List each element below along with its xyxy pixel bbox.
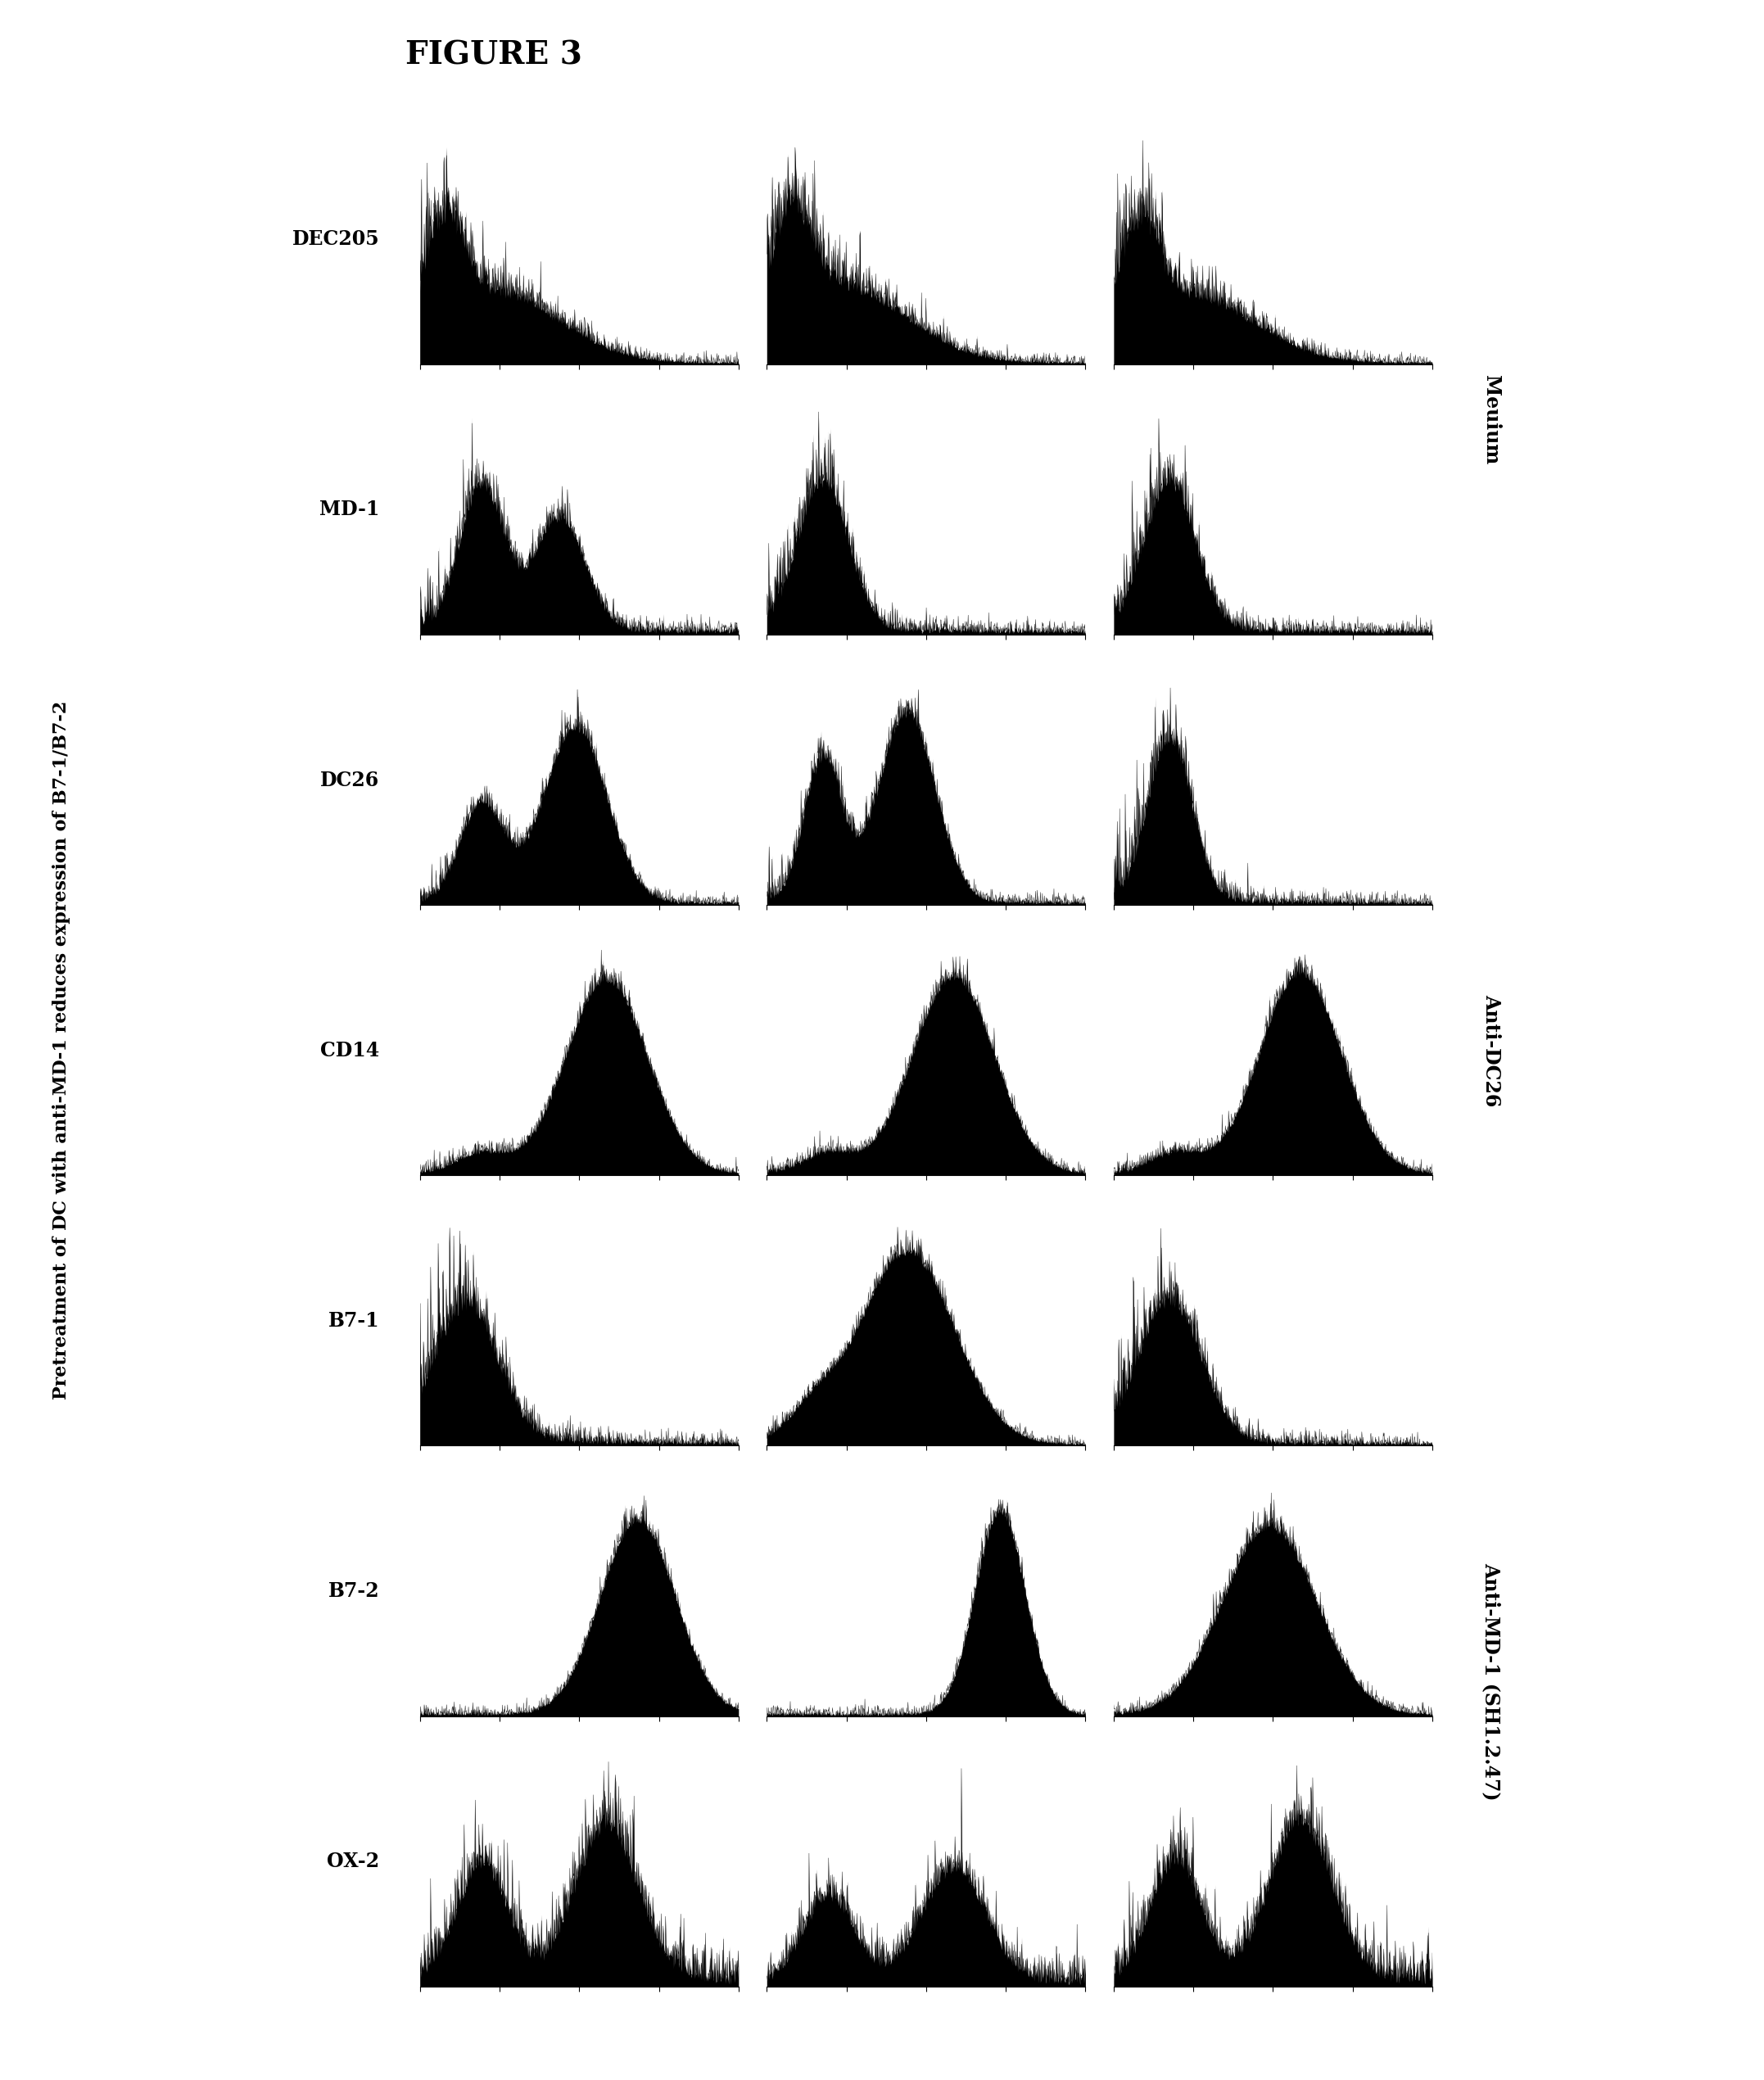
Text: Anti-MD-1 (SH1.2.47): Anti-MD-1 (SH1.2.47) [1482,1562,1501,1801]
Text: OX-2: OX-2 [326,1851,379,1872]
Text: B7-2: B7-2 [328,1581,379,1602]
Text: DC26: DC26 [319,770,379,790]
Text: FIGURE 3: FIGURE 3 [406,40,582,71]
Text: MD-1: MD-1 [319,499,379,520]
Text: DEC205: DEC205 [291,229,379,250]
Text: CD14: CD14 [319,1040,379,1061]
Text: B7-1: B7-1 [328,1310,379,1331]
Text: Anti-DC26: Anti-DC26 [1482,994,1501,1107]
Text: Meuium: Meuium [1482,374,1501,464]
Text: Pretreatment of DC with anti-MD-1 reduces expression of B7-1/B7-2: Pretreatment of DC with anti-MD-1 reduce… [53,701,71,1400]
